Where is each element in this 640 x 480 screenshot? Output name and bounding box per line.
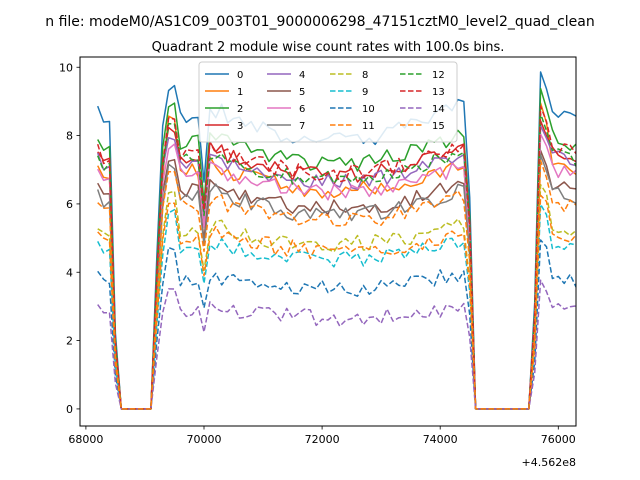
series-line-15 xyxy=(97,159,576,410)
legend-label-4: 4 xyxy=(299,70,305,81)
legend-label-10: 10 xyxy=(362,104,375,115)
y-tick-label: 8 xyxy=(66,130,73,143)
series-line-10 xyxy=(97,239,576,410)
legend-label-11: 11 xyxy=(362,121,375,132)
legend-label-13: 13 xyxy=(432,87,445,98)
legend-label-5: 5 xyxy=(299,87,305,98)
y-axis: 0 2 4 6 8 10 xyxy=(59,61,80,416)
x-tick-label: 74000 xyxy=(423,433,458,446)
legend-frame xyxy=(198,61,458,143)
y-tick-label: 10 xyxy=(59,61,73,74)
legend-label-0: 0 xyxy=(237,70,243,81)
legend-label-8: 8 xyxy=(362,70,368,81)
y-tick-label: 4 xyxy=(66,266,73,279)
y-tick-label: 2 xyxy=(66,335,73,348)
x-axis-offset-label: +4.562e8 xyxy=(522,456,576,469)
x-tick-label: 76000 xyxy=(541,433,576,446)
x-tick-label: 70000 xyxy=(187,433,222,446)
legend-label-7: 7 xyxy=(299,121,305,132)
x-tick-label: 72000 xyxy=(305,433,340,446)
series-layer xyxy=(96,71,576,410)
legend-label-6: 6 xyxy=(299,104,305,115)
legend-label-14: 14 xyxy=(432,104,445,115)
chart-title: Quadrant 2 module wise count rates with … xyxy=(152,40,505,55)
legend-label-1: 1 xyxy=(237,87,243,98)
x-tick-label: 68000 xyxy=(68,433,103,446)
series-line-9 xyxy=(97,203,576,410)
legend-label-3: 3 xyxy=(237,121,243,132)
x-axis: 68000 70000 72000 74000 76000 xyxy=(68,426,576,446)
figure-suptitle: n file: modeM0/AS1C09_003T01_9000006298_… xyxy=(45,14,594,30)
legend-label-12: 12 xyxy=(432,70,445,81)
y-tick-label: 0 xyxy=(66,403,73,416)
plot-frame xyxy=(79,56,577,427)
legend-label-15: 15 xyxy=(432,121,445,132)
legend-label-9: 9 xyxy=(362,87,368,98)
y-tick-label: 6 xyxy=(66,198,73,211)
legend-label-2: 2 xyxy=(237,104,243,115)
